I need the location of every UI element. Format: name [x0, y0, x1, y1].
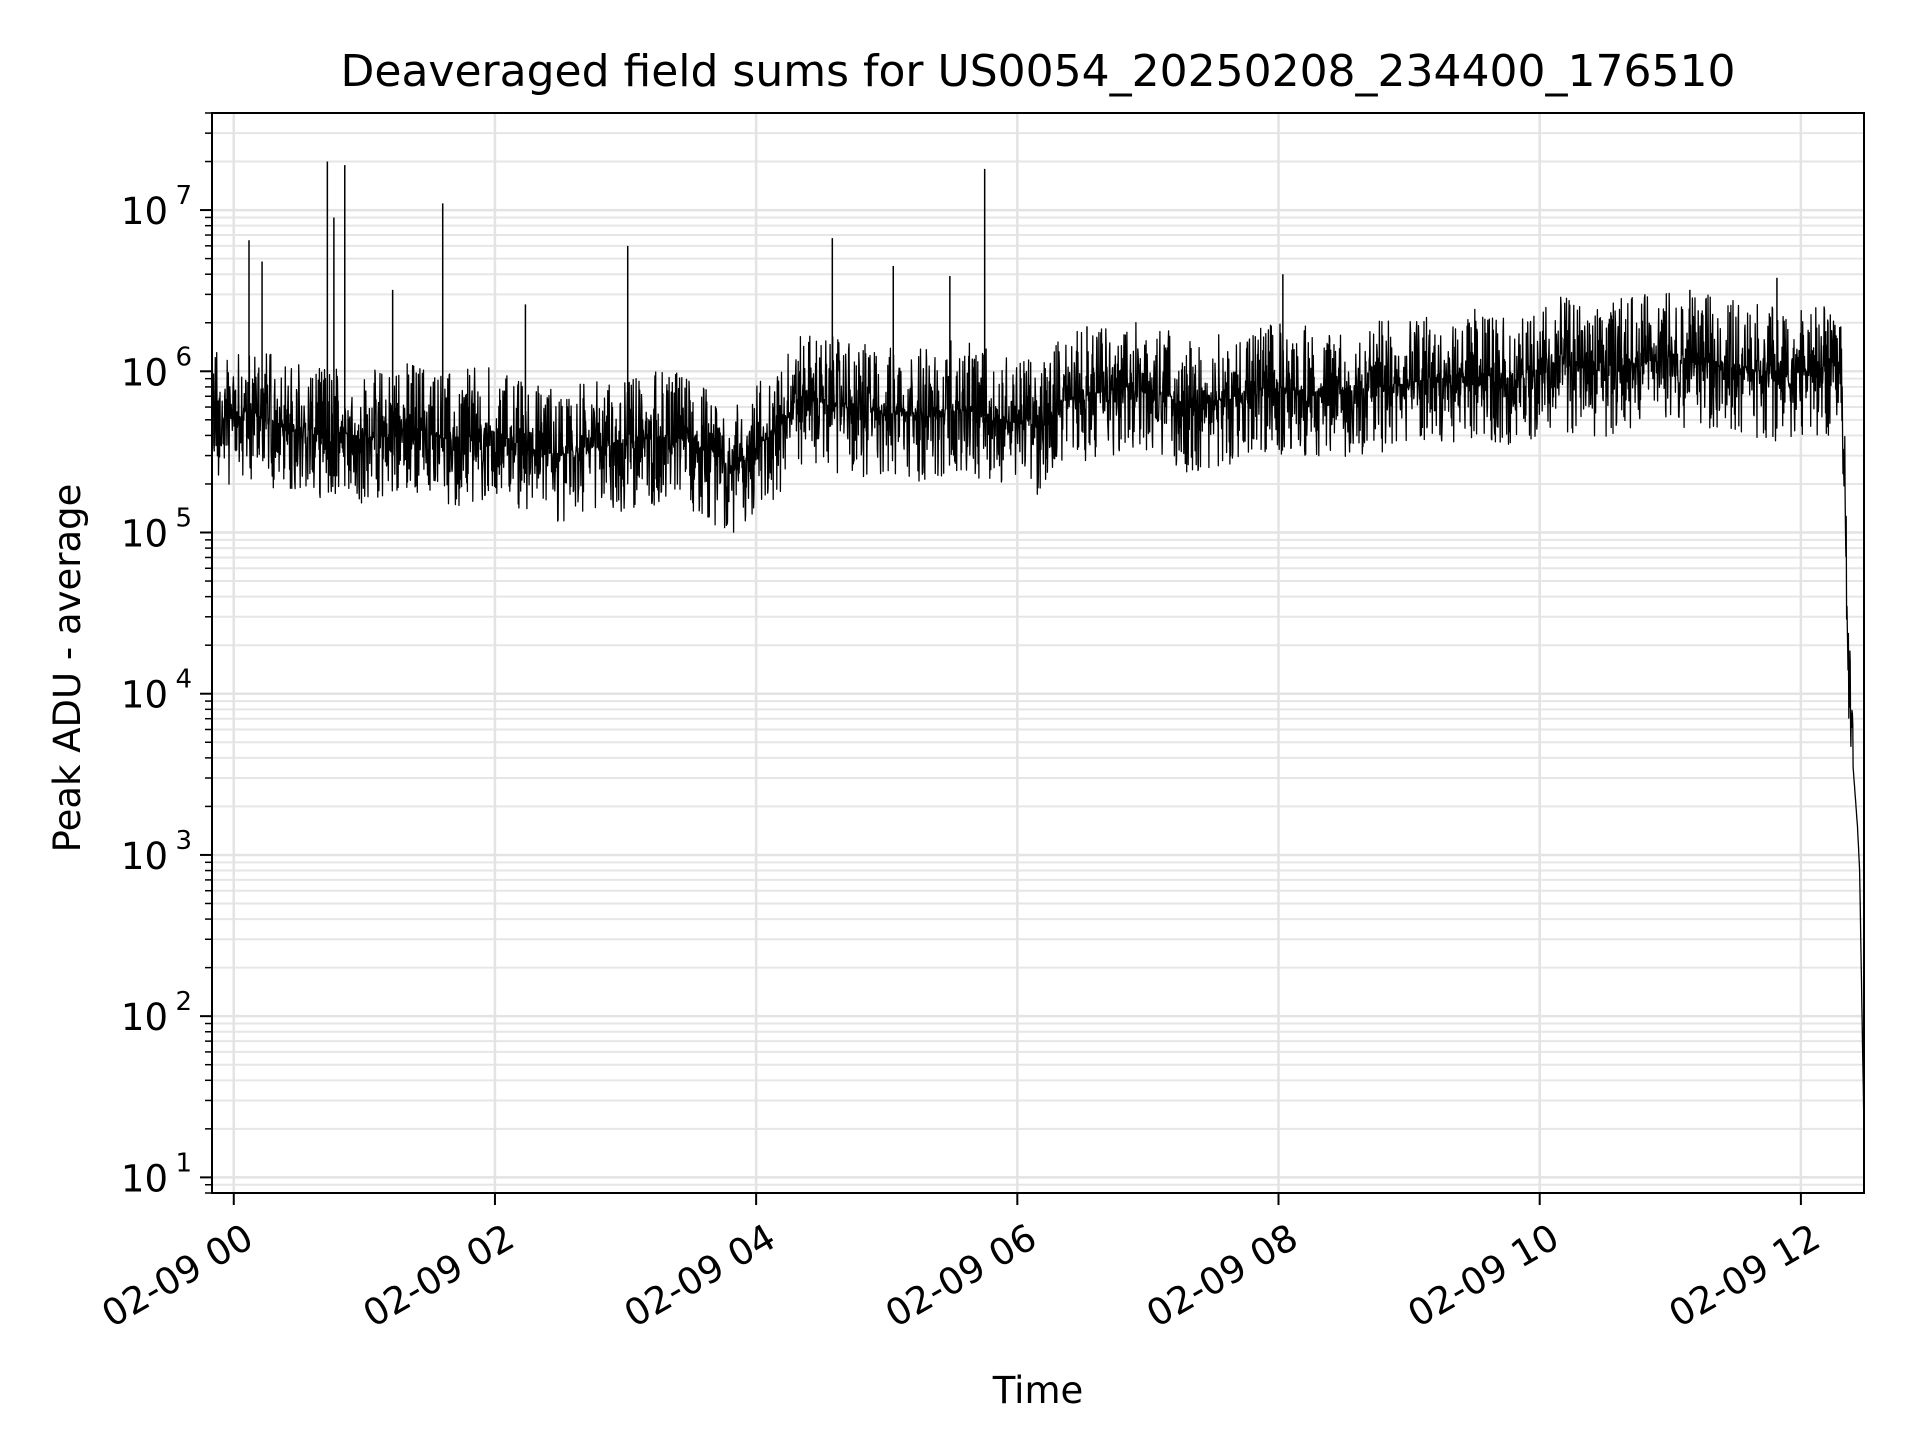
major-gridlines	[212, 113, 1864, 1193]
y-tick-exponent: 4	[175, 665, 192, 695]
y-tick-exponent: 5	[175, 504, 192, 534]
chart-title: Deaveraged field sums for US0054_2025020…	[341, 46, 1736, 97]
y-tick-label: 10	[121, 351, 168, 394]
y-tick-label: 10	[121, 674, 168, 717]
y-tick-label: 10	[121, 835, 168, 878]
series-layer	[212, 161, 1864, 1129]
y-tick-exponent: 2	[175, 987, 192, 1017]
plot-frame	[211, 112, 1865, 1194]
y-tick-exponent: 3	[175, 826, 192, 856]
y-tick-exponent: 7	[175, 181, 192, 211]
series-line	[212, 292, 1864, 1129]
y-tick-label: 10	[121, 513, 168, 556]
y-tick-label: 10	[121, 1157, 168, 1200]
y-tick-label: 10	[121, 190, 168, 233]
y-tick-label: 10	[121, 996, 168, 1039]
y-tick-exponent: 1	[175, 1148, 192, 1178]
y-tick-exponent: 6	[175, 342, 192, 372]
y-axis-title: Peak ADU - average	[46, 484, 89, 853]
x-axis-title: Time	[992, 1369, 1084, 1412]
